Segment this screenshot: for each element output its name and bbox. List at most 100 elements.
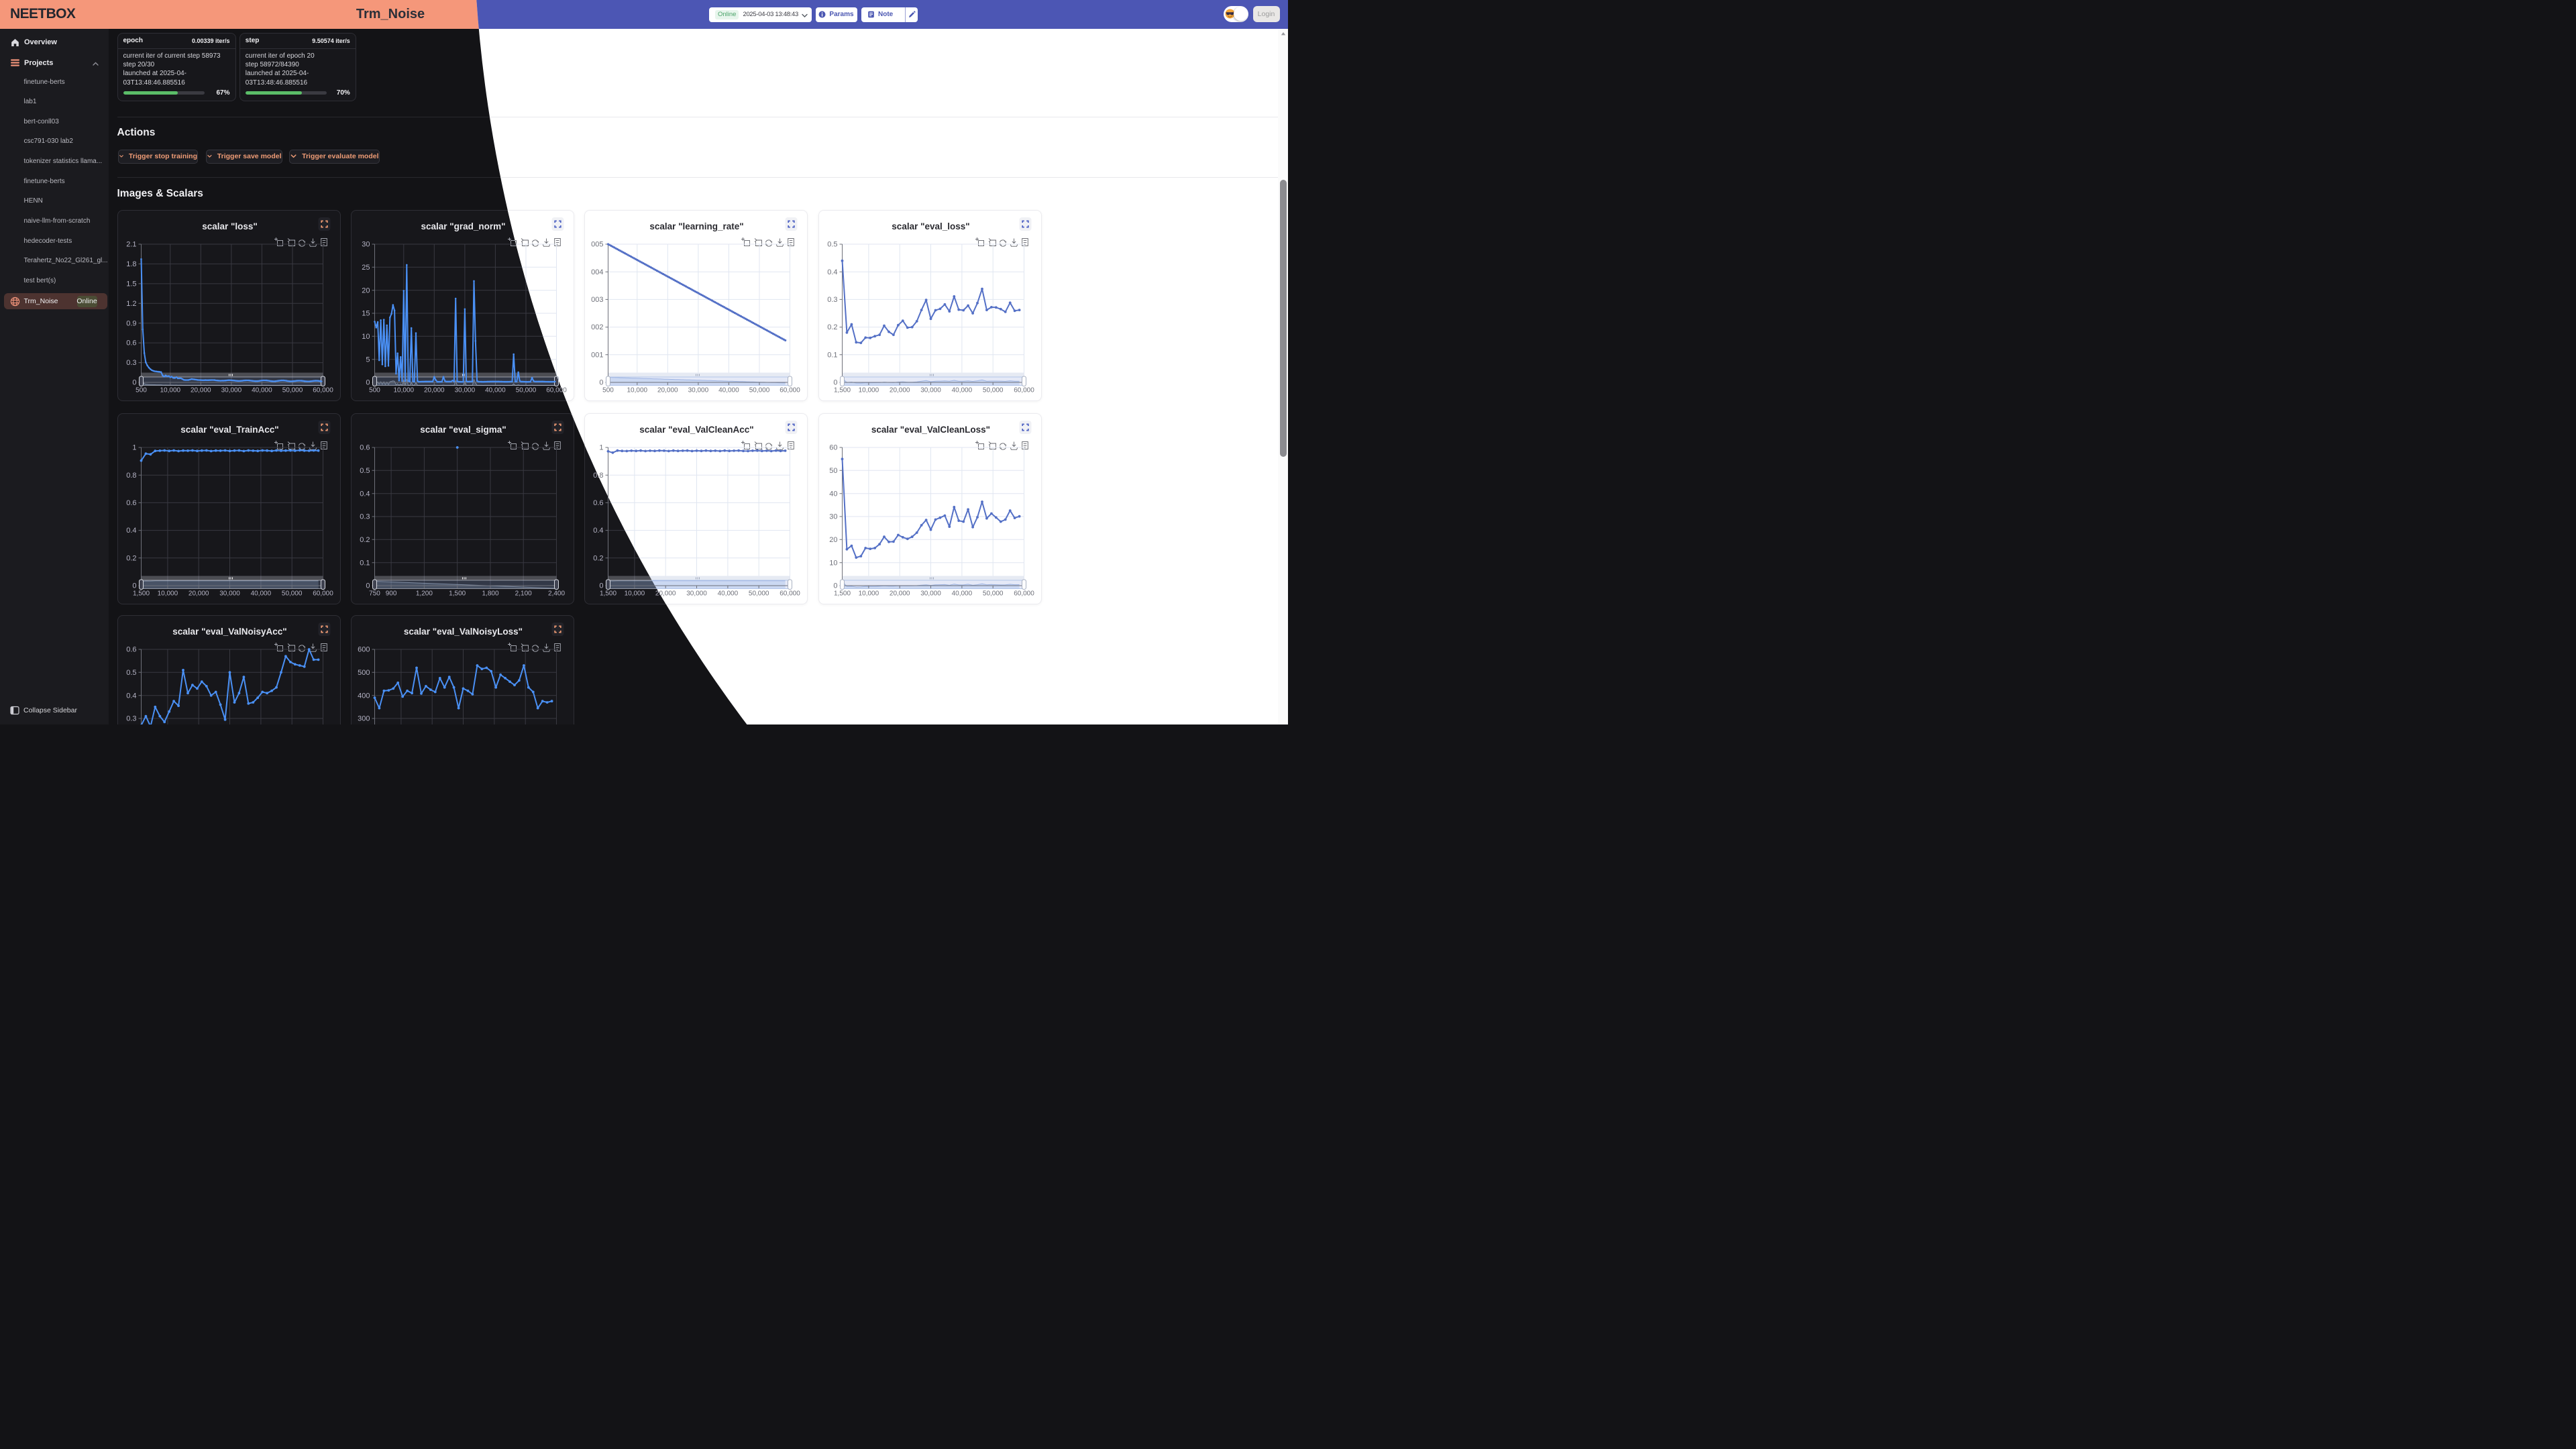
svg-text:0: 0 bbox=[366, 582, 370, 590]
svg-text:40,000: 40,000 bbox=[951, 590, 972, 598]
svg-text:scalar "eval_TrainAcc": scalar "eval_TrainAcc" bbox=[180, 425, 278, 435]
svg-text:600: 600 bbox=[358, 646, 370, 654]
svg-text:40,000: 40,000 bbox=[250, 590, 271, 598]
svg-text:0.4: 0.4 bbox=[126, 692, 136, 700]
svg-text:003: 003 bbox=[591, 296, 603, 304]
svg-text:20,000: 20,000 bbox=[424, 387, 445, 394]
svg-text:50,000: 50,000 bbox=[982, 590, 1003, 598]
svg-text:30,000: 30,000 bbox=[219, 590, 240, 598]
svg-text:20,000: 20,000 bbox=[188, 590, 209, 598]
svg-text:40,000: 40,000 bbox=[718, 590, 739, 598]
svg-text:30,000: 30,000 bbox=[920, 590, 941, 598]
svg-text:10,000: 10,000 bbox=[858, 387, 879, 394]
svg-text:60,000: 60,000 bbox=[313, 387, 333, 394]
svg-text:20,000: 20,000 bbox=[657, 387, 678, 394]
svg-text:15: 15 bbox=[362, 310, 370, 318]
svg-text:30,000: 30,000 bbox=[920, 387, 941, 394]
svg-text:0.9: 0.9 bbox=[126, 319, 136, 327]
svg-text:0.3: 0.3 bbox=[827, 296, 837, 304]
svg-text:0.3: 0.3 bbox=[126, 359, 136, 367]
svg-text:500: 500 bbox=[358, 669, 370, 677]
svg-text:0.2: 0.2 bbox=[126, 554, 136, 562]
svg-text:0.5: 0.5 bbox=[126, 669, 136, 677]
svg-text:0: 0 bbox=[833, 379, 837, 387]
svg-text:1,200: 1,200 bbox=[416, 590, 433, 598]
svg-text:60,000: 60,000 bbox=[1014, 387, 1034, 394]
svg-text:0.8: 0.8 bbox=[126, 472, 136, 480]
svg-text:1,500: 1,500 bbox=[600, 590, 616, 598]
svg-text:scalar "grad_norm": scalar "grad_norm" bbox=[421, 221, 505, 231]
svg-text:0: 0 bbox=[833, 582, 837, 590]
svg-text:40,000: 40,000 bbox=[718, 387, 739, 394]
svg-text:60,000: 60,000 bbox=[546, 387, 567, 394]
svg-text:30: 30 bbox=[362, 241, 370, 249]
svg-text:1,500: 1,500 bbox=[833, 387, 850, 394]
svg-text:500: 500 bbox=[602, 387, 614, 394]
svg-text:0.3: 0.3 bbox=[360, 513, 370, 521]
svg-text:30,000: 30,000 bbox=[455, 387, 476, 394]
svg-text:0.6: 0.6 bbox=[593, 499, 603, 507]
svg-text:scalar "loss": scalar "loss" bbox=[202, 221, 258, 231]
svg-text:500: 500 bbox=[369, 387, 380, 394]
svg-text:40,000: 40,000 bbox=[485, 387, 506, 394]
svg-text:1.8: 1.8 bbox=[126, 260, 136, 268]
svg-text:10,000: 10,000 bbox=[157, 590, 178, 598]
svg-text:0.1: 0.1 bbox=[827, 351, 837, 359]
svg-text:20,000: 20,000 bbox=[889, 387, 910, 394]
svg-text:500: 500 bbox=[136, 387, 147, 394]
svg-text:2.1: 2.1 bbox=[126, 241, 136, 249]
svg-text:60,000: 60,000 bbox=[1014, 590, 1034, 598]
svg-text:5: 5 bbox=[366, 356, 370, 364]
svg-text:10,000: 10,000 bbox=[625, 590, 645, 598]
svg-text:30,000: 30,000 bbox=[686, 590, 707, 598]
svg-text:10: 10 bbox=[829, 559, 837, 567]
svg-text:0: 0 bbox=[599, 582, 603, 590]
svg-text:50,000: 50,000 bbox=[749, 590, 769, 598]
svg-text:20: 20 bbox=[362, 286, 370, 294]
svg-text:005: 005 bbox=[591, 241, 603, 249]
svg-text:0.2: 0.2 bbox=[593, 554, 603, 562]
svg-text:1,500: 1,500 bbox=[132, 590, 149, 598]
svg-text:400: 400 bbox=[358, 692, 370, 700]
svg-text:20,000: 20,000 bbox=[655, 590, 676, 598]
svg-text:0: 0 bbox=[599, 379, 603, 387]
svg-text:scalar "learning_rate": scalar "learning_rate" bbox=[649, 221, 743, 231]
svg-text:002: 002 bbox=[591, 323, 603, 331]
svg-text:0.2: 0.2 bbox=[827, 323, 837, 331]
svg-text:30,000: 30,000 bbox=[221, 387, 241, 394]
svg-text:40,000: 40,000 bbox=[252, 387, 272, 394]
svg-text:0.6: 0.6 bbox=[126, 646, 136, 654]
svg-text:1: 1 bbox=[599, 444, 603, 452]
svg-text:scalar "eval_ValNoisyLoss": scalar "eval_ValNoisyLoss" bbox=[404, 627, 523, 637]
svg-text:0: 0 bbox=[132, 379, 136, 387]
svg-text:60: 60 bbox=[829, 444, 837, 452]
svg-text:scalar "eval_ValNoisyAcc": scalar "eval_ValNoisyAcc" bbox=[172, 627, 286, 637]
svg-text:750: 750 bbox=[369, 590, 380, 598]
svg-text:scalar "eval_loss": scalar "eval_loss" bbox=[892, 221, 969, 231]
svg-text:25: 25 bbox=[362, 264, 370, 272]
svg-text:1,500: 1,500 bbox=[833, 590, 850, 598]
svg-text:1: 1 bbox=[132, 444, 136, 452]
svg-text:0.6: 0.6 bbox=[126, 499, 136, 507]
svg-text:60,000: 60,000 bbox=[313, 590, 333, 598]
svg-text:004: 004 bbox=[591, 268, 603, 276]
svg-text:20,000: 20,000 bbox=[191, 387, 211, 394]
svg-text:10,000: 10,000 bbox=[394, 387, 415, 394]
svg-text:900: 900 bbox=[386, 590, 397, 598]
svg-text:2,100: 2,100 bbox=[515, 590, 532, 598]
svg-text:0.4: 0.4 bbox=[360, 490, 370, 498]
svg-text:1,800: 1,800 bbox=[482, 590, 498, 598]
svg-text:0.2: 0.2 bbox=[360, 536, 370, 544]
svg-text:0.6: 0.6 bbox=[126, 339, 136, 347]
svg-text:0.5: 0.5 bbox=[827, 241, 837, 249]
svg-text:20,000: 20,000 bbox=[889, 590, 910, 598]
svg-text:40,000: 40,000 bbox=[951, 387, 972, 394]
svg-text:0.5: 0.5 bbox=[360, 467, 370, 475]
svg-text:30,000: 30,000 bbox=[688, 387, 709, 394]
svg-text:30: 30 bbox=[829, 513, 837, 521]
svg-text:10,000: 10,000 bbox=[627, 387, 648, 394]
svg-text:10,000: 10,000 bbox=[858, 590, 879, 598]
svg-text:60,000: 60,000 bbox=[780, 590, 800, 598]
svg-text:50,000: 50,000 bbox=[982, 387, 1003, 394]
svg-text:10,000: 10,000 bbox=[160, 387, 180, 394]
